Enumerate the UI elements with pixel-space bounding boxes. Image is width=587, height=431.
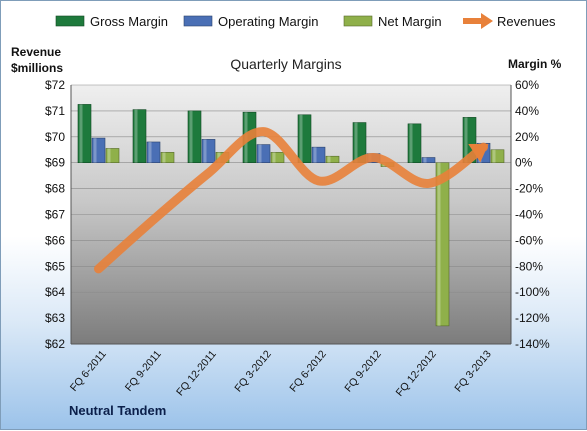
x-tick-label: FQ 12-2012 <box>394 348 439 399</box>
bar-highlight <box>134 109 138 163</box>
bar-highlight <box>327 156 331 163</box>
bar-highlight <box>148 141 152 163</box>
bar-net-margin <box>105 148 120 164</box>
revenues-arrowhead <box>468 143 489 163</box>
left-tick-label: $65 <box>45 259 65 273</box>
bar-highlight <box>299 114 303 163</box>
x-tick-label: FQ 6-2012 <box>287 348 329 394</box>
left-tick-label: $62 <box>45 337 65 351</box>
x-tick-label: FQ 6-2011 <box>68 348 109 394</box>
bar-gross-margin <box>407 123 422 163</box>
bar-operating-margin <box>256 144 271 164</box>
bar-operating-margin <box>201 139 216 163</box>
x-tick-label: FQ 9-2012 <box>342 348 384 394</box>
legend-label: Operating Margin <box>218 14 318 29</box>
legend-label: Net Margin <box>378 14 442 29</box>
left-tick-label: $72 <box>45 78 65 92</box>
right-tick-label: -20% <box>515 182 543 196</box>
right-tick-label: 40% <box>515 104 539 118</box>
left-tick-label: $71 <box>45 104 65 118</box>
bar-highlight <box>79 104 83 163</box>
bar-operating-margin <box>91 137 106 164</box>
bar-highlight <box>492 149 496 163</box>
right-tick-label: 0% <box>515 156 533 170</box>
bar-highlight <box>189 110 193 163</box>
right-tick-label: -80% <box>515 259 543 273</box>
legend-swatch <box>55 15 85 27</box>
right-axis-label: Margin % <box>508 57 562 71</box>
bar-highlight <box>107 148 111 163</box>
right-tick-label: -60% <box>515 233 543 247</box>
left-tick-label: $70 <box>45 130 65 144</box>
legend-swatch <box>183 15 213 27</box>
legend-label: Gross Margin <box>90 14 168 29</box>
right-tick-label: -40% <box>515 208 543 222</box>
left-tick-label: $63 <box>45 311 65 325</box>
right-tick-label: -140% <box>515 337 550 351</box>
bar-gross-margin <box>297 114 312 164</box>
bar-gross-margin <box>187 110 202 164</box>
bar-highlight <box>354 122 358 163</box>
footer-label: Neutral Tandem <box>69 403 166 418</box>
left-tick-label: $68 <box>45 182 65 196</box>
left-tick-label: $67 <box>45 208 65 222</box>
bar-highlight <box>203 139 207 163</box>
x-tick-label: FQ 3-2012 <box>232 348 274 394</box>
left-axis-label-line2: $millions <box>11 61 63 75</box>
bar-highlight <box>93 138 97 163</box>
left-tick-label: $64 <box>45 285 65 299</box>
right-tick-label: 60% <box>515 78 539 92</box>
bar-net-margin <box>490 149 505 163</box>
bar-highlight <box>162 152 166 163</box>
bar-highlight <box>272 152 276 163</box>
bar-gross-margin <box>132 109 147 164</box>
bar-operating-margin <box>421 157 436 164</box>
right-tick-label: -120% <box>515 311 550 325</box>
left-tick-label: $66 <box>45 233 65 247</box>
legend-label: Revenues <box>497 14 556 29</box>
revenues-line <box>94 127 488 274</box>
bar-net-margin <box>160 152 175 163</box>
bar-highlight <box>423 157 427 163</box>
bar-net-margin <box>270 152 285 163</box>
right-tick-label: -100% <box>515 285 550 299</box>
left-axis-label-line1: Revenue <box>11 45 61 59</box>
bar-gross-margin <box>77 104 92 164</box>
bar-highlight <box>437 162 441 326</box>
x-tick-label: FQ 12-2011 <box>174 348 219 398</box>
left-tick-label: $69 <box>45 156 65 170</box>
bar-highlight <box>409 123 413 163</box>
bar-highlight <box>258 144 262 163</box>
x-tick-label: FQ 9-2011 <box>123 348 164 394</box>
x-tick-label: FQ 3-2013 <box>452 348 494 394</box>
bar-highlight <box>313 147 317 163</box>
bar-net-margin <box>325 155 340 164</box>
bar-operating-margin <box>146 141 161 163</box>
legend-swatch <box>343 15 373 27</box>
right-tick-label: 20% <box>515 130 539 144</box>
bar-highlight <box>464 117 468 163</box>
bar-operating-margin <box>311 146 326 164</box>
legend-swatch-arrow <box>481 13 493 29</box>
chart-title: Quarterly Margins <box>230 56 341 72</box>
bar-net-margin <box>435 162 450 327</box>
